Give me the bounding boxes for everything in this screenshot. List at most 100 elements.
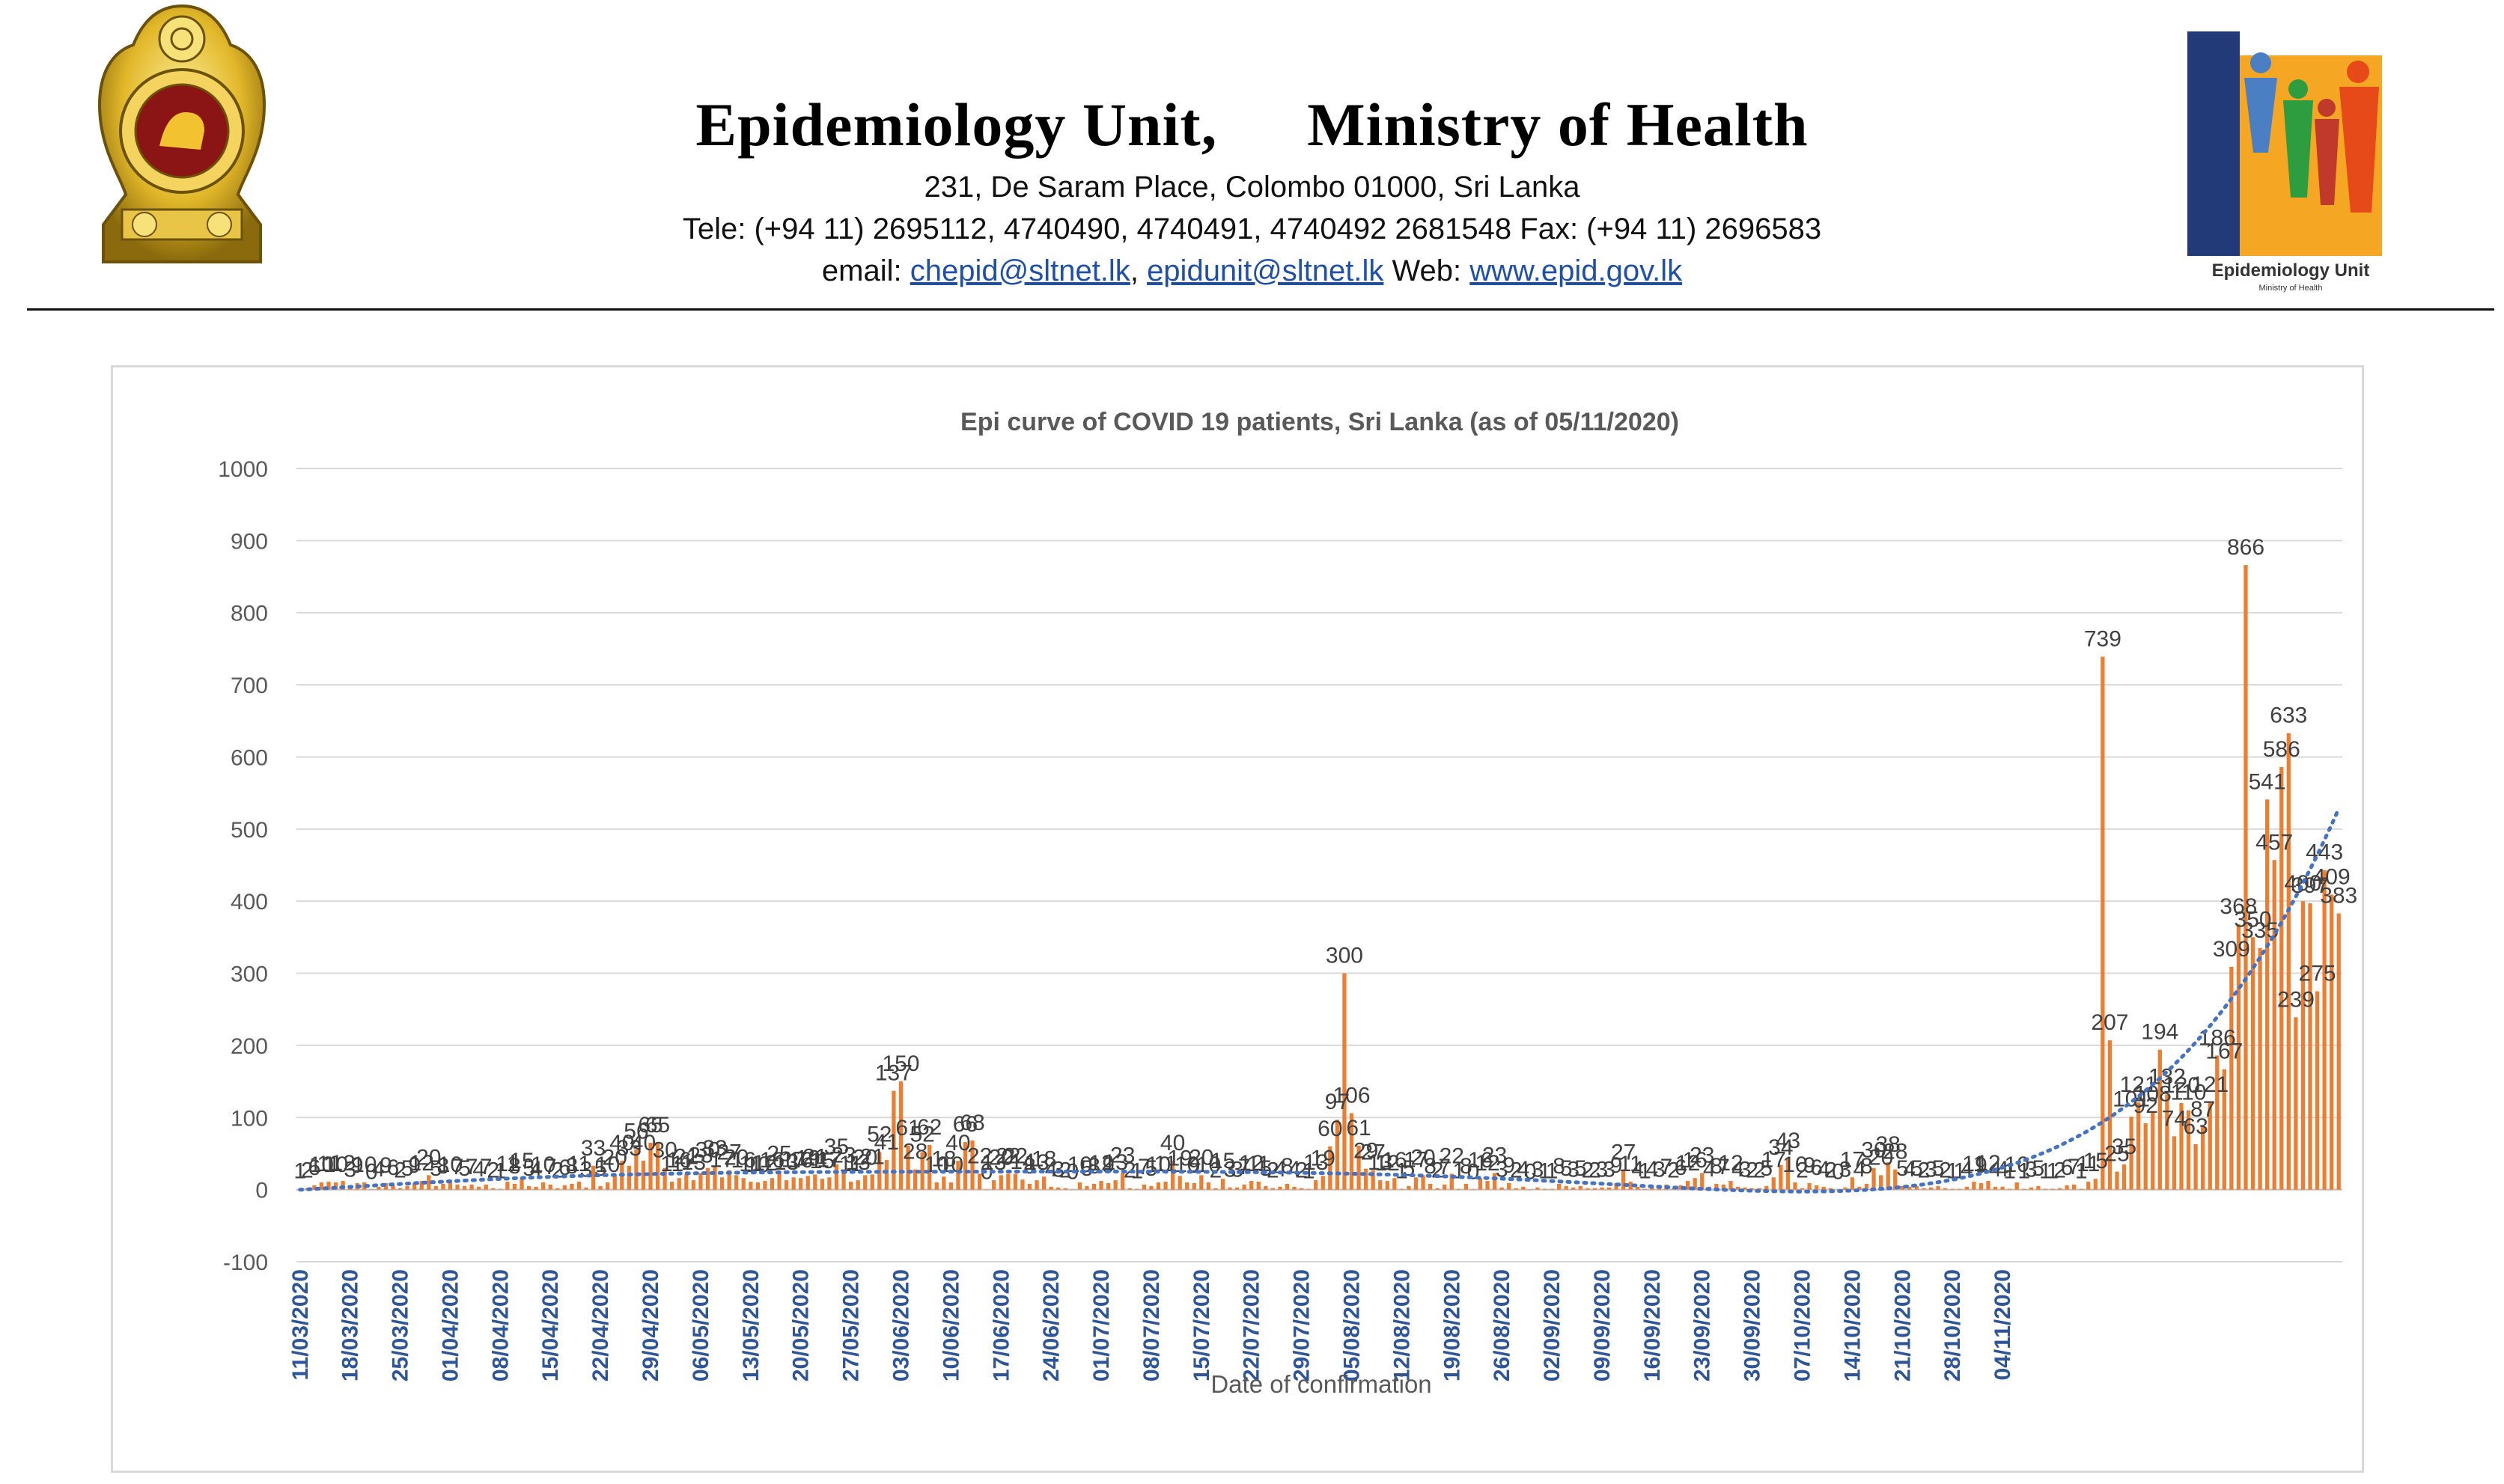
bar xyxy=(1735,1186,1740,1190)
bar xyxy=(1242,1184,1246,1190)
bar xyxy=(999,1175,1003,1190)
bar xyxy=(2243,565,2248,1190)
bar-value-label: 14 xyxy=(1010,1149,1035,1174)
bar xyxy=(2265,799,2270,1190)
bar xyxy=(1292,1186,1297,1190)
bar xyxy=(1514,1188,1518,1190)
bar xyxy=(2165,1094,2169,1190)
bar xyxy=(391,1185,395,1190)
bar xyxy=(799,1178,803,1190)
x-tick-label: 08/07/2020 xyxy=(1139,1269,1164,1381)
bar-value-label: 2 xyxy=(487,1158,499,1183)
bar xyxy=(2201,1126,2205,1190)
bar-value-label: 1 xyxy=(2017,1159,2030,1184)
bar-value-label: 6 xyxy=(387,1155,400,1180)
bar-value-label: 33 xyxy=(581,1136,606,1161)
bar-value-label: 87 xyxy=(2190,1097,2215,1122)
y-tick-label: 200 xyxy=(231,1034,268,1059)
bar xyxy=(1428,1183,1433,1190)
bar-value-label: 12 xyxy=(1675,1151,1700,1176)
bar xyxy=(870,1174,874,1190)
email-link-chepid[interactable]: chepid@sltnet.lk xyxy=(910,254,1130,287)
header-divider xyxy=(27,308,2494,311)
bar xyxy=(805,1176,810,1190)
bar xyxy=(2172,1136,2177,1190)
bar-value-label: 1 xyxy=(2075,1159,2088,1184)
bar xyxy=(1779,1164,1783,1190)
bar-value-label: 23 xyxy=(1690,1143,1714,1167)
x-tick-label: 01/07/2020 xyxy=(1089,1269,1114,1381)
bar-value-label: 2 xyxy=(1796,1158,1809,1183)
bar-value-label: 13 xyxy=(681,1150,706,1175)
bar-value-label: 22 xyxy=(1003,1143,1028,1168)
x-tick-label: 14/10/2020 xyxy=(1840,1269,1865,1381)
bar-value-label: 22 xyxy=(1440,1143,1464,1168)
bar xyxy=(641,1161,646,1190)
bar-value-label: 739 xyxy=(2084,627,2121,652)
bar xyxy=(1285,1183,1290,1190)
x-tick-label: 07/10/2020 xyxy=(1791,1269,1815,1381)
header-phone: Tele: (+94 11) 2695112, 4740490, 4740491… xyxy=(682,213,1822,245)
bar xyxy=(2222,1069,2226,1190)
bar xyxy=(2121,1164,2127,1190)
bar-value-label: 61 xyxy=(895,1116,920,1141)
bar-value-label: 40 xyxy=(609,1131,634,1155)
bar-value-label: 5 xyxy=(458,1156,471,1181)
bar-value-label: 13 xyxy=(1024,1150,1049,1175)
bar xyxy=(1349,1113,1354,1190)
bar xyxy=(1091,1183,1097,1190)
x-axis-label: Date of confirmation xyxy=(1210,1370,1431,1398)
bar-value-label: 275 xyxy=(2299,962,2336,986)
bar-value-label: 10 xyxy=(1175,1152,1199,1177)
bar xyxy=(1328,1146,1332,1190)
bar xyxy=(2014,1182,2019,1190)
bar xyxy=(1958,1188,1962,1190)
bar xyxy=(591,1165,596,1190)
x-tick-label: 21/10/2020 xyxy=(1890,1269,1915,1381)
bar xyxy=(1964,1186,1969,1190)
bar-value-label: 61 xyxy=(1346,1116,1371,1141)
bar-value-label: 7 xyxy=(480,1155,493,1179)
x-tick-label: 08/04/2020 xyxy=(488,1269,513,1381)
bar xyxy=(1049,1186,1053,1190)
bar xyxy=(977,1173,982,1190)
bar-value-label: 10 xyxy=(595,1152,620,1177)
bar-value-label: 3 xyxy=(580,1158,593,1182)
bar-value-label: 74 xyxy=(2162,1106,2187,1131)
bar xyxy=(698,1173,703,1190)
bar xyxy=(1556,1183,1562,1190)
bar xyxy=(412,1182,417,1190)
bar-value-label: 35 xyxy=(2112,1135,2136,1159)
bar xyxy=(1478,1178,1483,1190)
bar xyxy=(1857,1186,1862,1190)
bar xyxy=(1986,1181,1990,1190)
web-link[interactable]: www.epid.gov.lk xyxy=(1469,254,1683,287)
x-tick-label: 11/03/2020 xyxy=(288,1269,313,1381)
bar-value-label: 6 xyxy=(1810,1155,1823,1180)
bar xyxy=(1335,1120,1340,1190)
y-tick-label: 300 xyxy=(231,962,268,987)
bar xyxy=(892,1090,896,1190)
bar xyxy=(1027,1183,1032,1190)
bar xyxy=(963,1142,968,1190)
bar xyxy=(2294,1017,2298,1190)
bar xyxy=(1220,1179,1225,1190)
x-tick-label: 20/05/2020 xyxy=(789,1269,814,1381)
bar xyxy=(1678,1185,1683,1190)
bar xyxy=(1070,1189,1075,1191)
bar-value-label: 23 xyxy=(1482,1143,1507,1167)
bar xyxy=(1127,1188,1132,1190)
bar xyxy=(312,1185,317,1190)
email-link-epidunit[interactable]: epidunit@sltnet.lk xyxy=(1147,254,1384,287)
bar-value-label: 2 xyxy=(1824,1158,1837,1183)
bar-value-label: 300 xyxy=(1326,944,1363,968)
bar xyxy=(1035,1180,1039,1190)
bar xyxy=(2065,1185,2069,1190)
bar xyxy=(1800,1188,1805,1190)
bar xyxy=(2129,1117,2133,1190)
bar xyxy=(606,1182,610,1190)
bar xyxy=(534,1186,538,1190)
bar-value-label: 7 xyxy=(466,1155,478,1179)
bar xyxy=(777,1171,782,1190)
bar-value-labels: 1261011101239100496259122058107574721118… xyxy=(293,535,2357,1185)
